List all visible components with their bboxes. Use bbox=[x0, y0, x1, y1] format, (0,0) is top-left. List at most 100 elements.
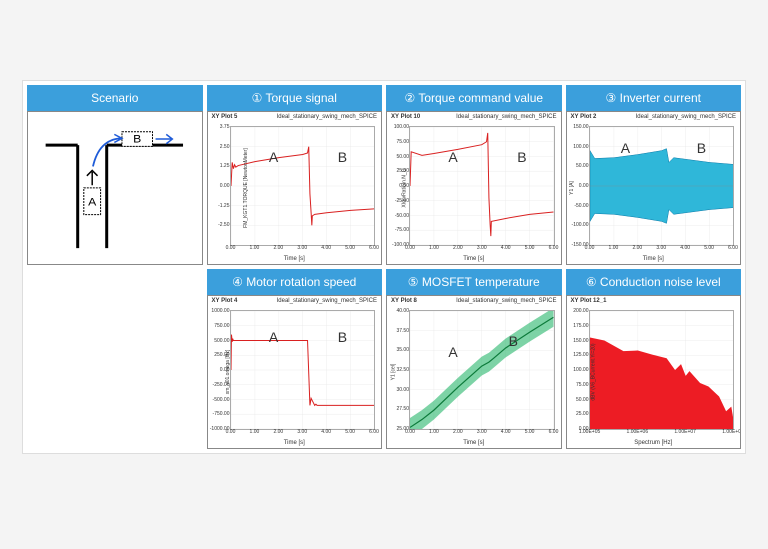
plot-subtitle: Ideal_stationary_swing_mech_SPICE bbox=[277, 298, 377, 304]
y-tick-label: 75.00 bbox=[396, 139, 410, 145]
y-tick-label: -1000.00 bbox=[210, 426, 231, 432]
x-axis-label: Time [s] bbox=[208, 440, 382, 446]
y-tick-label: 35.00 bbox=[396, 347, 410, 353]
y-tick-label: 500.00 bbox=[214, 338, 230, 344]
x-tick-label: 1.00 bbox=[609, 245, 619, 251]
x-tick-label: 5.00 bbox=[345, 245, 355, 251]
y-tick-label: 3.75 bbox=[220, 124, 231, 130]
plot-area: 0.001.002.003.004.005.006.00-100.00-75.0… bbox=[409, 126, 555, 246]
svg-text:A: A bbox=[89, 197, 98, 208]
x-axis-label: Time [s] bbox=[208, 256, 382, 262]
y-tick-label: 75.00 bbox=[576, 382, 590, 388]
panel-header: Scenario bbox=[27, 85, 203, 111]
x-axis-label: Spectrum [Hz] bbox=[567, 440, 741, 446]
y-axis-label: FM_KGT1.TORQUE [NewtonMeter] bbox=[242, 148, 248, 228]
grid bbox=[231, 311, 375, 429]
panel-body: XY Plot 12_1 1.00E+051.00E+061.00E+071.00… bbox=[566, 295, 742, 449]
x-tick-label: 2.00 bbox=[453, 429, 463, 435]
x-tick-label: 4.00 bbox=[501, 429, 511, 435]
panel-inverter-current: ③ Inverter current XY Plot 2Ideal_statio… bbox=[566, 85, 742, 265]
panel-header: ④ Motor rotation speed bbox=[207, 269, 383, 295]
y-tick-label: -500.00 bbox=[213, 397, 231, 403]
x-tick-label: 6.00 bbox=[728, 245, 738, 251]
y-tick-label: 100.00 bbox=[573, 144, 589, 150]
y-tick-label: -1.25 bbox=[218, 203, 230, 209]
y-tick-label: 50.00 bbox=[576, 163, 590, 169]
plot-area: 0.001.002.003.004.005.006.00-150.00-100.… bbox=[589, 126, 735, 246]
x-tick-label: 3.00 bbox=[656, 245, 666, 251]
plot-id-label: XY Plot 5 bbox=[212, 114, 238, 120]
x-tick-label: 1.00E+07 bbox=[674, 429, 696, 435]
y-tick-label: 100.00 bbox=[573, 367, 589, 373]
plot-area: 1.00E+051.00E+061.00E+071.00E+080.0025.0… bbox=[589, 310, 735, 430]
panel-body: XY Plot 8 Ideal_stationary_swing_mech_SPI… bbox=[386, 295, 562, 449]
panel-body: XY Plot 10 Ideal_stationary_swing_mech_SP… bbox=[386, 111, 562, 265]
y-tick-label: 1.25 bbox=[220, 163, 231, 169]
panel-scenario: Scenario AB bbox=[27, 85, 203, 265]
x-axis-label: Time [s] bbox=[387, 256, 561, 262]
plot-id-label: XY Plot 8 bbox=[391, 298, 417, 304]
x-tick-label: 0.00 bbox=[226, 245, 236, 251]
plot-id-label: XY Plot 10 bbox=[391, 114, 420, 120]
plot-svg bbox=[590, 127, 734, 245]
plot-id-label: XY Plot 12_1 bbox=[571, 298, 607, 304]
y-tick-label: 50.00 bbox=[576, 397, 590, 403]
y-tick-label: 100.00 bbox=[394, 124, 410, 130]
plot-annotation: B bbox=[338, 329, 347, 345]
y-tick-label: -100.00 bbox=[392, 242, 410, 248]
plot-subtitle: Ideal_stationary_swing_mech_SPICE bbox=[456, 114, 556, 120]
scenario-svg: AB bbox=[38, 121, 191, 255]
y-tick-label: -50.00 bbox=[574, 203, 589, 209]
area-fill bbox=[590, 338, 734, 429]
y-tick-label: 1000.00 bbox=[211, 308, 230, 314]
y-tick-label: 2.50 bbox=[220, 144, 231, 150]
grid bbox=[231, 127, 375, 245]
y-axis-label: Y1 [cel] bbox=[390, 364, 396, 381]
panel-header: ① Torque signal bbox=[207, 85, 383, 111]
x-tick-label: 1.00 bbox=[250, 245, 260, 251]
plot-svg bbox=[410, 311, 554, 429]
y-axis-label: dBV (V6_BCurrent.Yi=20) bbox=[590, 343, 596, 400]
x-tick-label: 4.00 bbox=[680, 245, 690, 251]
plot-area: 0.001.002.003.004.005.006.0025.0027.5030… bbox=[409, 310, 555, 430]
plot-title: XY Plot 10 Ideal_stationary_swing_mech_SP… bbox=[387, 112, 561, 120]
plot-annotation: A bbox=[448, 344, 457, 360]
x-tick-label: 4.00 bbox=[321, 245, 331, 251]
panel-header: ⑤ MOSFET temperature bbox=[386, 269, 562, 295]
plot-title: XY Plot 12_1 bbox=[567, 296, 741, 304]
y-tick-label: 150.00 bbox=[573, 124, 589, 130]
panel-header: ② Torque command value bbox=[386, 85, 562, 111]
panel-torque-signal: ① Torque signal XY Plot 5Ideal_stationar… bbox=[207, 85, 383, 265]
y-tick-label: 37.50 bbox=[396, 328, 410, 334]
panel-torque-command: ② Torque command value XY Plot 10 Ideal_s… bbox=[386, 85, 562, 265]
y-tick-label: 40.00 bbox=[396, 308, 410, 314]
y-tick-label: 750.00 bbox=[214, 323, 230, 329]
x-tick-label: 6.00 bbox=[549, 245, 559, 251]
panel-body: AB bbox=[27, 111, 203, 265]
plot-subtitle: Ideal_stationary_swing_mech_SPICE bbox=[456, 298, 556, 304]
scenario-diagram: AB bbox=[28, 112, 202, 264]
x-tick-label: 6.00 bbox=[369, 429, 379, 435]
plot-annotation: A bbox=[448, 149, 457, 165]
x-tick-label: 1.00 bbox=[429, 245, 439, 251]
y-tick-label: -75.00 bbox=[395, 227, 410, 233]
y-tick-label: -150.00 bbox=[572, 242, 590, 248]
y-tick-label: 125.00 bbox=[573, 352, 589, 358]
y-tick-label: 25.00 bbox=[576, 411, 590, 417]
y-tick-label: 0.00 bbox=[579, 183, 590, 189]
panel-noise-level: ⑥ Conduction noise level XY Plot 12_11.0… bbox=[566, 269, 742, 449]
y-tick-label: 175.00 bbox=[573, 323, 589, 329]
y-tick-label: 150.00 bbox=[573, 338, 589, 344]
x-tick-label: 1.00 bbox=[429, 429, 439, 435]
y-axis-label: XIdrvRatioIn.N_O bbox=[402, 168, 408, 207]
plot-title: XY Plot 2Ideal_stationary_swing_mech_SPI… bbox=[567, 112, 741, 120]
plot-area: 0.001.002.003.004.005.006.00-1000.00-750… bbox=[230, 310, 376, 430]
x-tick-label: 3.00 bbox=[297, 245, 307, 251]
x-axis-label: Time [s] bbox=[567, 256, 741, 262]
panel-body: XY Plot 5Ideal_stationary_swing_mech_SPI… bbox=[207, 111, 383, 265]
plot-annotation: B bbox=[697, 140, 706, 156]
x-tick-label: 1.00 bbox=[250, 429, 260, 435]
plot-area: 0.001.002.003.004.005.006.00-2.50-1.250.… bbox=[230, 126, 376, 246]
x-tick-label: 4.00 bbox=[501, 245, 511, 251]
plot-title: XY Plot 5Ideal_stationary_swing_mech_SPI… bbox=[208, 112, 382, 120]
